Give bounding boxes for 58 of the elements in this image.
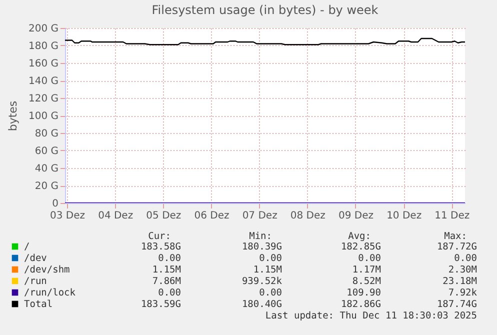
legend-label: /run/lock	[24, 288, 76, 298]
legend-label: /run	[24, 276, 47, 287]
y-tick-label: 80 G	[34, 128, 58, 140]
text: 0.00	[358, 253, 382, 264]
text: 0.00	[454, 253, 478, 264]
text: 0.00	[259, 253, 282, 264]
text: 0.00	[158, 288, 182, 298]
text: 182.86G	[340, 299, 382, 310]
text: 182.85G	[340, 242, 382, 252]
text: Max:	[444, 231, 467, 242]
x-tick-label: 10 Dez	[386, 210, 422, 222]
text: Cur:	[148, 231, 171, 242]
x-tick-label: 11 Dez	[434, 210, 470, 222]
y-tick-label: 120 G	[28, 94, 58, 104]
chart-title: Filesystem usage (in bytes) - by week	[152, 3, 378, 17]
text: 1.17M	[352, 264, 382, 276]
x-tick-label: 08 Dez	[290, 210, 326, 222]
x-tick-label: 04 Dez	[98, 210, 134, 222]
x-tick-label: 07 Dez	[242, 210, 278, 222]
x-tick-label: 06 Dez	[194, 210, 230, 222]
y-tick-label: 140 G	[28, 76, 58, 87]
x-tick-label: 09 Dez	[338, 210, 374, 222]
y-tick-label: 180 G	[28, 41, 58, 52]
y-tick-label: 160 G	[28, 58, 58, 70]
text: Last update: Thu Dec 11 18:30:03 2025	[265, 310, 477, 322]
text: 939.52k	[242, 276, 282, 287]
text: 109.90	[346, 288, 382, 298]
x-tick-label: 05 Dez	[146, 210, 182, 222]
legend-label: Total	[24, 299, 53, 310]
text: 183.59G	[140, 299, 182, 310]
y-tick-label: 20 G	[34, 181, 58, 192]
y-axis-title: bytes	[6, 100, 20, 132]
text: 180.40G	[242, 299, 282, 310]
text: 7.92k	[448, 288, 478, 298]
text: 1.15M	[253, 264, 282, 276]
y-tick-label: 100 G	[28, 111, 58, 122]
text: Min:	[249, 231, 272, 242]
text: 180.39G	[242, 242, 282, 252]
y-tick-label: 200 G	[28, 24, 58, 34]
text: 0.00	[259, 288, 282, 298]
line-series	[65, 38, 465, 46]
text: 183.58G	[140, 242, 182, 252]
legend-label: /dev	[24, 253, 48, 264]
text: 1.15M	[152, 264, 182, 276]
text: 7.86M	[152, 276, 182, 287]
text: 187.74G	[436, 299, 478, 310]
y-tick-label: 40 G	[34, 164, 58, 174]
text: 0.00	[158, 253, 182, 264]
legend-label: /	[24, 242, 30, 252]
legend-label: /dev/shm	[24, 264, 70, 276]
text: 8.52M	[352, 276, 382, 287]
text: 2.30M	[448, 264, 478, 276]
text: 23.18M	[442, 276, 478, 287]
text: Avg:	[348, 231, 371, 242]
text: 187.72G	[436, 242, 478, 252]
y-tick-label: 0	[52, 198, 58, 210]
x-tick-label: 03 Dez	[50, 210, 86, 222]
y-tick-label: 60 G	[34, 146, 58, 157]
